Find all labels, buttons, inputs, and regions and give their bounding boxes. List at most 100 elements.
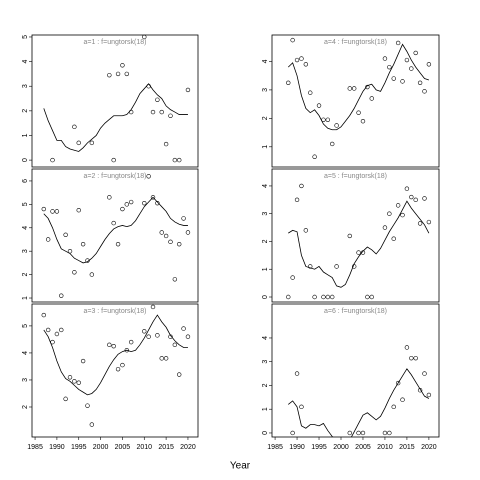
point — [146, 334, 151, 339]
y-tick-label: 0 — [262, 431, 269, 435]
point — [321, 117, 326, 122]
point — [163, 141, 169, 147]
point — [391, 76, 396, 81]
x-axis-label: Year — [230, 461, 251, 472]
fit-line — [287, 43, 430, 131]
y-tick-label: 5 — [22, 35, 29, 39]
panel: a=5 : f=ungtorsk(18) 0 1 2 3 4 — [262, 168, 440, 303]
panel: a=4 : f=ungtorsk(18) 1 2 3 4 — [262, 34, 440, 168]
x-tick-label: 1995 — [311, 444, 327, 451]
point — [404, 57, 410, 63]
point — [150, 109, 156, 115]
point — [59, 293, 64, 298]
point — [409, 355, 414, 361]
point — [120, 362, 125, 368]
point — [111, 157, 116, 163]
point — [303, 228, 309, 233]
point — [172, 157, 178, 163]
x-tick-label: 2000 — [93, 444, 109, 451]
y-tick-label: 1 — [262, 267, 269, 271]
point — [89, 272, 95, 277]
panel-title: a=1 : f=ungtorsk(18) — [83, 39, 146, 46]
point — [382, 56, 388, 61]
point — [417, 388, 423, 393]
point — [50, 209, 55, 214]
point — [299, 183, 304, 189]
point — [72, 124, 77, 130]
x-tick-label: 1990 — [49, 444, 65, 451]
point — [107, 72, 112, 78]
point — [85, 403, 90, 408]
point — [299, 404, 304, 410]
point — [177, 241, 182, 247]
point — [387, 64, 392, 70]
y-tick-label: 4 — [262, 59, 269, 63]
point — [146, 174, 151, 179]
point — [360, 250, 366, 255]
y-tick-label: 4 — [22, 351, 29, 355]
y-tick-label: 3 — [22, 378, 29, 382]
y-tick-label: 2 — [262, 116, 269, 120]
point — [369, 294, 374, 300]
y-tick-label: 1 — [262, 145, 269, 149]
point — [347, 430, 352, 436]
point — [400, 212, 405, 218]
point — [387, 430, 392, 436]
point — [120, 63, 125, 68]
point — [168, 334, 173, 339]
point — [391, 236, 396, 241]
point — [115, 71, 121, 77]
point — [41, 312, 46, 318]
point — [128, 199, 134, 205]
point — [426, 219, 432, 225]
y-tick-label: 3 — [22, 249, 29, 253]
point — [89, 140, 95, 146]
x-tick-label: 1985 — [267, 444, 283, 451]
panel-title: a=3 : f=ungtorsk(18) — [83, 308, 146, 315]
point — [365, 84, 370, 90]
point — [80, 358, 86, 364]
point — [115, 241, 121, 247]
point — [347, 86, 352, 91]
point — [325, 117, 331, 122]
point — [142, 34, 147, 40]
point — [422, 89, 427, 94]
x-tick-label: 2020 — [421, 444, 437, 451]
point — [150, 195, 156, 200]
point — [308, 90, 313, 95]
y-tick-label: 1 — [22, 133, 29, 137]
point — [124, 202, 129, 207]
point — [85, 258, 90, 263]
y-tick-label: 2 — [262, 383, 269, 387]
point — [422, 196, 427, 201]
point — [72, 270, 77, 275]
y-tick-label: 2 — [22, 109, 29, 113]
point — [417, 221, 423, 226]
panel-frame — [271, 168, 440, 303]
point — [185, 334, 191, 339]
point — [387, 211, 392, 216]
point — [63, 232, 68, 237]
panel-title: a=2 : f=ungtorsk(18) — [83, 173, 146, 180]
point — [299, 56, 304, 61]
y-tick-label: 5 — [22, 202, 29, 206]
point — [54, 209, 60, 214]
y-tick-label: 1 — [22, 296, 29, 300]
point — [67, 248, 73, 254]
point — [409, 194, 414, 200]
point — [290, 275, 295, 280]
point — [111, 220, 116, 226]
panel: a=2 : f=ungtorsk(18) 1 2 3 4 5 6 — [22, 168, 199, 303]
point — [290, 37, 295, 43]
point — [45, 237, 51, 242]
point — [351, 86, 357, 91]
point — [334, 264, 339, 269]
point — [286, 294, 291, 300]
y-tick-label: 3 — [262, 360, 269, 364]
point — [290, 430, 295, 436]
point — [395, 380, 401, 386]
point — [155, 200, 160, 206]
point — [89, 422, 95, 427]
fit-line — [43, 196, 188, 264]
point — [404, 186, 410, 191]
